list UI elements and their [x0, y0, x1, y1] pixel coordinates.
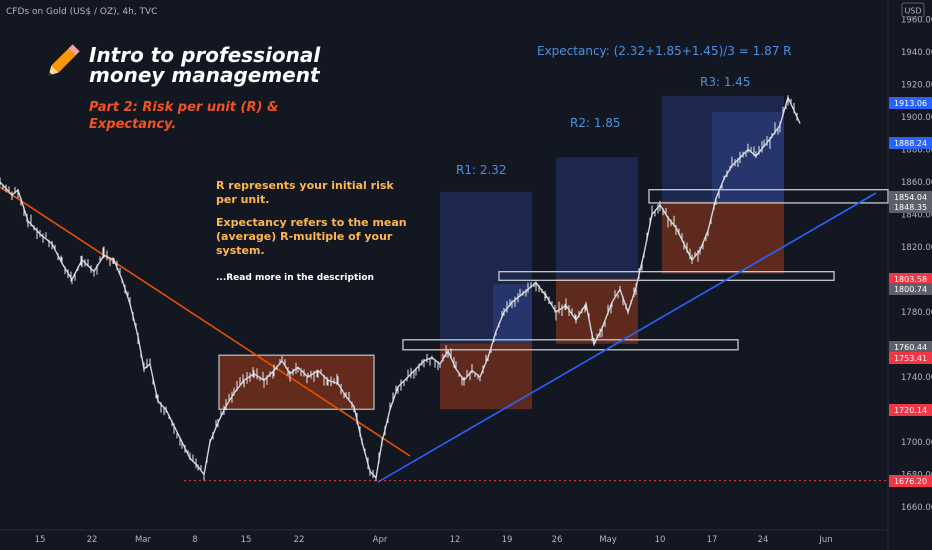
price-badge	[889, 273, 932, 285]
time-tick-label: 12	[450, 535, 461, 545]
price-badge	[889, 97, 932, 109]
resistance-trendline	[0, 186, 411, 457]
time-tick-label: 19	[502, 535, 513, 545]
time-tick-label: 22	[87, 535, 98, 545]
target-zone-r2	[556, 157, 638, 279]
time-tick-label: 10	[655, 535, 666, 545]
price-badge-label: 1913.06	[894, 99, 927, 108]
symbol-label: CFDs on Gold (US$ / OZ), 4h, TVC	[6, 7, 157, 17]
time-ticks: 15 22 Mar 8 15 22 Apr 12 19 26 May 10 17 24 Jun	[35, 535, 833, 545]
price-tick-label: 1740.00	[901, 373, 932, 383]
time-tick-label: 22	[294, 535, 305, 545]
note-e-line-3: system.	[216, 244, 265, 257]
trade-zones	[440, 95, 784, 410]
range-box-2	[648, 189, 889, 204]
time-tick-label: 26	[552, 535, 563, 545]
price-badge	[889, 191, 932, 203]
support-trendline	[377, 192, 877, 483]
price-badge	[889, 137, 932, 149]
title-line-1: Intro to professional	[89, 43, 321, 67]
time-tick-label: 24	[758, 535, 769, 545]
time-tick-label: Mar	[135, 535, 152, 545]
price-badge-label: 1760.44	[894, 343, 927, 352]
price-tick-label: 1820.00	[901, 243, 932, 253]
note-e-line-2: (average) R-multiple of your	[216, 230, 393, 243]
stop-zone-r1	[440, 343, 532, 410]
time-tick-label: Jun	[818, 535, 832, 545]
trendlines	[0, 186, 888, 483]
price-badge	[889, 352, 932, 364]
note-e-line-1: Expectancy refers to the mean	[216, 216, 407, 229]
price-badge	[889, 404, 932, 416]
trade-label-r1: R1: 2.32	[456, 163, 507, 177]
price-badge-label: 1800.74	[894, 285, 927, 294]
price-tick-label: 1880.00	[901, 146, 932, 156]
inner-target-r3	[712, 112, 784, 201]
time-tick-label: 8	[192, 535, 197, 545]
price-badge-label: 1753.41	[894, 354, 927, 363]
price-line	[0, 95, 801, 480]
level-box-1760	[402, 339, 739, 351]
price-tick-label: 1860.00	[901, 178, 932, 188]
expectancy-label: Expectancy: (2.32+1.85+1.45)/3 = 1.87 R	[537, 44, 792, 58]
price-badge-label: 1676.20	[894, 477, 927, 486]
note-r-line-1: R represents your initial risk	[216, 179, 394, 192]
price-series	[0, 95, 801, 482]
time-tick-label: 17	[707, 535, 718, 545]
pencil-icon	[48, 44, 80, 76]
currency-label: USD	[904, 7, 921, 16]
time-tick-label: Apr	[373, 535, 388, 545]
price-tick-label: 1780.00	[901, 308, 932, 318]
price-tick-label: 1660.00	[901, 503, 932, 513]
subtitle-line-2: Expectancy.	[89, 117, 176, 132]
price-tick-label: 1960.00	[901, 16, 932, 26]
range-box-3	[498, 271, 835, 281]
currency-button[interactable]	[901, 2, 925, 18]
price-badge-label: 1854.04	[894, 193, 927, 202]
note-r-line-2: per unit.	[216, 193, 269, 206]
price-badge-label: 1803.58	[894, 275, 927, 284]
price-badge	[889, 283, 932, 295]
price-tick-label: 1920.00	[901, 81, 932, 91]
time-tick-label: May	[599, 535, 617, 545]
price-badge-label: 1720.14	[894, 406, 927, 415]
price-tick-label: 1900.00	[901, 113, 932, 123]
price-badge-label: 1888.24	[894, 139, 927, 148]
price-tick-label: 1940.00	[901, 48, 932, 58]
trade-label-r2: R2: 1.85	[570, 116, 621, 130]
price-badge	[889, 201, 932, 213]
price-tick-label: 1840.00	[901, 211, 932, 221]
time-tick-label: 15	[35, 535, 46, 545]
price-badge	[889, 341, 932, 353]
subtitle-line-1: Part 2: Risk per unit (R) &	[89, 100, 278, 115]
time-tick-label: 15	[241, 535, 252, 545]
title-line-2: money management	[89, 63, 321, 87]
trade-label-r3: R3: 1.45	[700, 75, 751, 89]
price-badge-label: 1848.35	[894, 203, 927, 212]
note-more: ...Read more in the description	[216, 273, 374, 283]
price-tick-label: 1700.00	[901, 438, 932, 448]
price-badge	[889, 475, 932, 487]
